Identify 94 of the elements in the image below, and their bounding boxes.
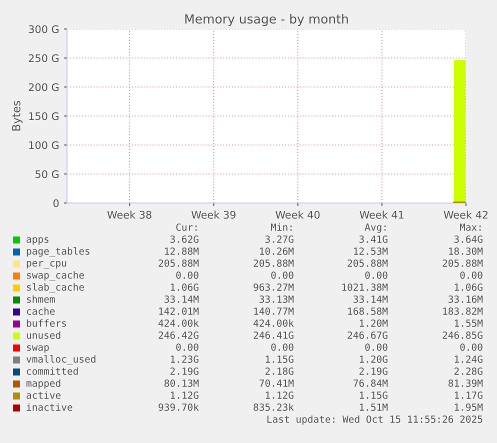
text: 0.00 (460, 343, 482, 351)
legend-label: mapped (26, 379, 60, 389)
text: 0.00 (460, 271, 482, 279)
text: 0.00 (365, 271, 388, 279)
text: 0.00 (271, 343, 294, 351)
text: 2.18G (265, 367, 294, 375)
text: 0.00 (176, 343, 198, 351)
text: 246.85G (442, 331, 482, 339)
text: 80.13M (164, 379, 199, 387)
y-tick-label: 250 G (28, 54, 59, 62)
y-tick-label: 300 G (28, 25, 59, 34)
legend-label: swap (27, 345, 49, 353)
text: Last update: Wed Oct 15 11:55:26 2025 (267, 415, 482, 425)
legend-label: per_cpu (26, 260, 66, 269)
legend-label: unused (26, 331, 60, 339)
y-tick-label: 0 (53, 199, 59, 208)
text: 33.16M (448, 295, 483, 303)
text: 1.12G (170, 391, 198, 399)
text: 939.70k (158, 403, 199, 411)
text: 1.51M (360, 404, 388, 411)
y-tick-label: 150 G (29, 112, 59, 120)
legend-label: committed (26, 367, 78, 375)
y-axis-title: Bytes (12, 100, 23, 130)
text: 3.41G (359, 235, 388, 243)
legend-label: shmem (27, 295, 55, 303)
text: 1.17G (454, 391, 482, 399)
text: 3.27G (265, 235, 294, 243)
text: 33.14M (354, 295, 388, 303)
text: 1.15G (266, 355, 294, 363)
text: 0.00 (271, 271, 294, 279)
text: 0.00 (365, 343, 388, 351)
text: 1.15G (360, 391, 388, 399)
text: 3.62G (170, 235, 198, 243)
text: Cur: (176, 223, 197, 231)
text: 12.88M (165, 247, 199, 255)
text: 33.13M (260, 295, 294, 303)
legend-label: cache (26, 307, 55, 315)
x-tick-label: Week 39 (191, 210, 236, 219)
text: 2.28G (454, 367, 482, 375)
text: 205.88M (348, 259, 388, 267)
text: 1.06G (170, 283, 198, 291)
text: 70.41M (260, 379, 294, 387)
text: 1.12G (266, 391, 294, 399)
text: 142.01M (159, 307, 199, 315)
text: Avg: (364, 224, 386, 233)
text: 1.06G (454, 283, 482, 291)
text: 246.42G (158, 331, 198, 339)
text: 1.24G (454, 355, 482, 363)
text: 205.88M (254, 259, 294, 267)
legend-label: buffers (26, 319, 66, 327)
text: 0.00 (176, 271, 198, 279)
x-tick-label: Week 41 (360, 210, 404, 219)
legend-label: slab_cache (27, 283, 84, 293)
text: 1.20G (360, 355, 388, 363)
text: 424.00k (158, 319, 199, 327)
text: Max: (460, 224, 481, 231)
text: 3.64G (454, 235, 482, 243)
text: 168.58M (348, 307, 388, 315)
text: 1.23G (170, 355, 198, 363)
text: 76.84M (354, 379, 388, 387)
text: 1.55M (454, 320, 483, 327)
text: 246.67G (348, 331, 388, 339)
text: 2.19G (170, 367, 198, 375)
text: 205.88M (442, 259, 483, 267)
legend-label: page_tables (26, 247, 90, 257)
y-tick-label: 200 G (28, 83, 59, 92)
text: 205.88M (158, 259, 199, 267)
text: 424.00k (254, 319, 294, 327)
text: 33.14M (164, 295, 199, 303)
y-tick-label: 100 G (29, 141, 59, 150)
text: 140.77M (254, 307, 294, 315)
text: 183.82M (443, 307, 483, 315)
y-tick-label: 50 G (36, 170, 59, 178)
legend-label: apps (26, 237, 48, 245)
text: 1.95M (454, 403, 483, 411)
text: 963.27M (254, 283, 294, 291)
legend-label: swap_cache (27, 271, 84, 281)
text: 246.41G (254, 331, 294, 339)
legend-label: active (26, 391, 61, 399)
text: 835.23k (254, 403, 294, 411)
x-tick-label: Week 42 (444, 210, 488, 219)
text: 2.19G (359, 367, 388, 375)
text: 1021.38M (342, 283, 388, 291)
x-tick-label: Week 38 (107, 210, 152, 219)
chart-title: Memory usage - by month (185, 14, 348, 26)
text: 10.26M (260, 247, 294, 255)
text: 1.20M (360, 319, 388, 327)
legend-label: vmalloc_used (26, 355, 96, 365)
text: 12.53M (354, 247, 388, 255)
text: Min: (270, 223, 292, 231)
text: 18.30M (449, 247, 483, 255)
x-tick-label: Week 40 (276, 210, 320, 219)
legend-label: inactive (26, 403, 72, 411)
text: 81.39M (448, 379, 483, 387)
